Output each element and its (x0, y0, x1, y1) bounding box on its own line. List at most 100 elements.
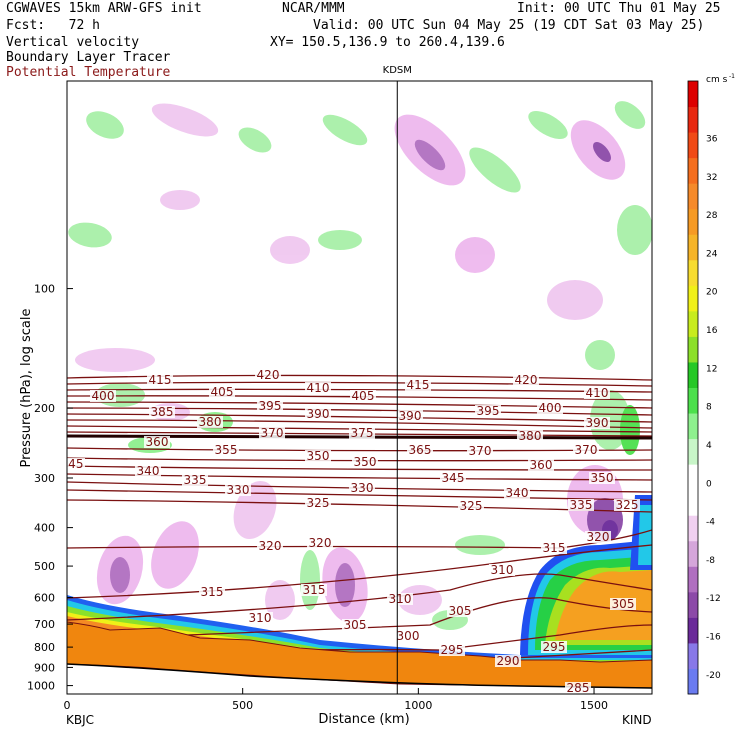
isentrope-label: 405 (211, 385, 234, 399)
colorbar-swatch (688, 183, 698, 210)
isentrope-label: 320 (309, 536, 332, 550)
isentrope-label-bg (135, 465, 161, 477)
colorbar-swatch (688, 617, 698, 644)
isentrope-label-bg (147, 374, 173, 386)
isentrope-label: 290 (497, 654, 520, 668)
x-tick-label: 500 (232, 699, 253, 712)
isentrope-label-bg (584, 387, 610, 399)
colorbar-swatch (688, 489, 698, 516)
header-center: NCAR/MMM (282, 1, 345, 16)
colorbar-swatch (688, 336, 698, 363)
isentrope-label: 390 (586, 416, 609, 430)
isentrope-label-bg (447, 605, 473, 617)
isentrope-label-bg (440, 472, 466, 484)
isentrope-label: 360 (530, 458, 553, 472)
isentrope-label: 355 (215, 443, 238, 457)
colorbar-label: 36 (706, 134, 718, 144)
y-axis: 100 200 300 400 500 600 700 800 900 1000 (27, 283, 73, 693)
isentrope-label: 325 (616, 498, 639, 512)
colorbar-swatch (688, 81, 698, 108)
x-tick-label: 0 (64, 699, 71, 712)
isentrope-label: 350 (354, 455, 377, 469)
colorbar-swatch (688, 413, 698, 440)
isentrope-label-bg (475, 405, 501, 417)
colorbar-swatch (688, 285, 698, 312)
isentrope-label-bg (199, 586, 225, 598)
y-tick-label: 700 (34, 618, 55, 631)
x-tick-label: 1500 (580, 699, 608, 712)
isentrope-label: 410 (586, 386, 609, 400)
colorbar-swatch (688, 106, 698, 133)
isentrope-label-bg (489, 564, 515, 576)
isentrope-label-bg (610, 598, 636, 610)
isentrope-label-bg (614, 499, 640, 511)
isentrope-label: 370 (261, 426, 284, 440)
colorbar-swatch (688, 566, 698, 593)
isentrope-label-bg (395, 630, 421, 642)
y-tick-label: 100 (34, 283, 55, 296)
header-model: CGWAVES 15km ARW-GFS init (6, 1, 202, 16)
isentrope-label-bg (342, 619, 368, 631)
colorbar-swatch (688, 668, 698, 695)
isentrope-label: 380 (199, 415, 222, 429)
isentrope-label: 370 (575, 443, 598, 457)
colorbar-swatch (688, 540, 698, 567)
isentrope-label-bg (517, 430, 543, 442)
isentrope-label: 330 (351, 481, 374, 495)
isentrope-label: 305 (612, 597, 635, 611)
isentrope-label: 305 (449, 604, 472, 618)
isentrope-label: 350 (307, 449, 330, 463)
y-tick-label: 400 (34, 522, 55, 535)
isentrope-label: 295 (441, 643, 464, 657)
isentrope-label-bg (528, 459, 554, 471)
colorbar-swatch (688, 234, 698, 261)
header-valid: Valid: 00 UTC Sun 04 May 25 (19 CDT Sat … (313, 18, 705, 33)
isentrope-label: 375 (351, 426, 374, 440)
colorbar-swatch (688, 157, 698, 184)
isentrope-label: 365 (409, 443, 432, 457)
isentrope-label-bg (537, 402, 563, 414)
isentrope-label: 285 (567, 681, 590, 695)
y-axis-label: Pressure (hPa), log scale (19, 309, 34, 468)
colorbar: 36 32 28 24 20 16 12 8 4 0 -4 -8 -12 -16 -20 (687, 80, 721, 695)
isentrope-label-bg (209, 386, 235, 398)
isentrope-label-bg (257, 540, 283, 552)
isentrope-label: 415 (407, 378, 430, 392)
y-tick-label: 200 (34, 402, 55, 415)
isentrope-label-bg (573, 444, 599, 456)
colorbar-label: 24 (706, 249, 718, 259)
colorbar-label: 32 (706, 173, 717, 183)
isentrope-label-bg (305, 382, 331, 394)
isentrope-label-bg (568, 499, 594, 511)
y-tick-label: 900 (34, 661, 55, 674)
colorbar-label: -12 (706, 594, 721, 604)
header-field-bl-tracer: Boundary Layer Tracer (6, 50, 171, 65)
header-field-theta: Potential Temperature (6, 65, 171, 80)
colorbar-label: 4 (706, 441, 712, 451)
colorbar-label: -8 (706, 556, 715, 566)
isentrope-label-bg (144, 436, 170, 448)
isentrope-label-bg (495, 655, 521, 667)
isentrope-label-bg (504, 487, 530, 499)
colorbar-unit: cm s (706, 75, 728, 85)
isentrope-label: 315 (303, 583, 326, 597)
right-station-label: KIND (622, 713, 652, 727)
colorbar-frame (687, 80, 699, 695)
isentrope-label: 390 (307, 407, 330, 421)
left-station-label: KBJC (66, 713, 94, 727)
colorbar-swatch (688, 515, 698, 542)
isentrope-label-bg (259, 427, 285, 439)
x-tick-label: 1000 (404, 699, 432, 712)
y-tick-label: 1000 (27, 680, 55, 693)
isentrope-label: 325 (460, 499, 483, 513)
terrain (67, 621, 652, 694)
isentrope-label-bg (405, 379, 431, 391)
isentrope-label: 315 (543, 541, 566, 555)
isentrope-label-bg (305, 450, 331, 462)
isentrope-label-bg (257, 400, 283, 412)
colorbar-swatch (688, 259, 698, 286)
isentrope-label: 320 (587, 530, 610, 544)
isentrope-label: 385 (151, 405, 174, 419)
isentrope-label-bg (349, 482, 375, 494)
